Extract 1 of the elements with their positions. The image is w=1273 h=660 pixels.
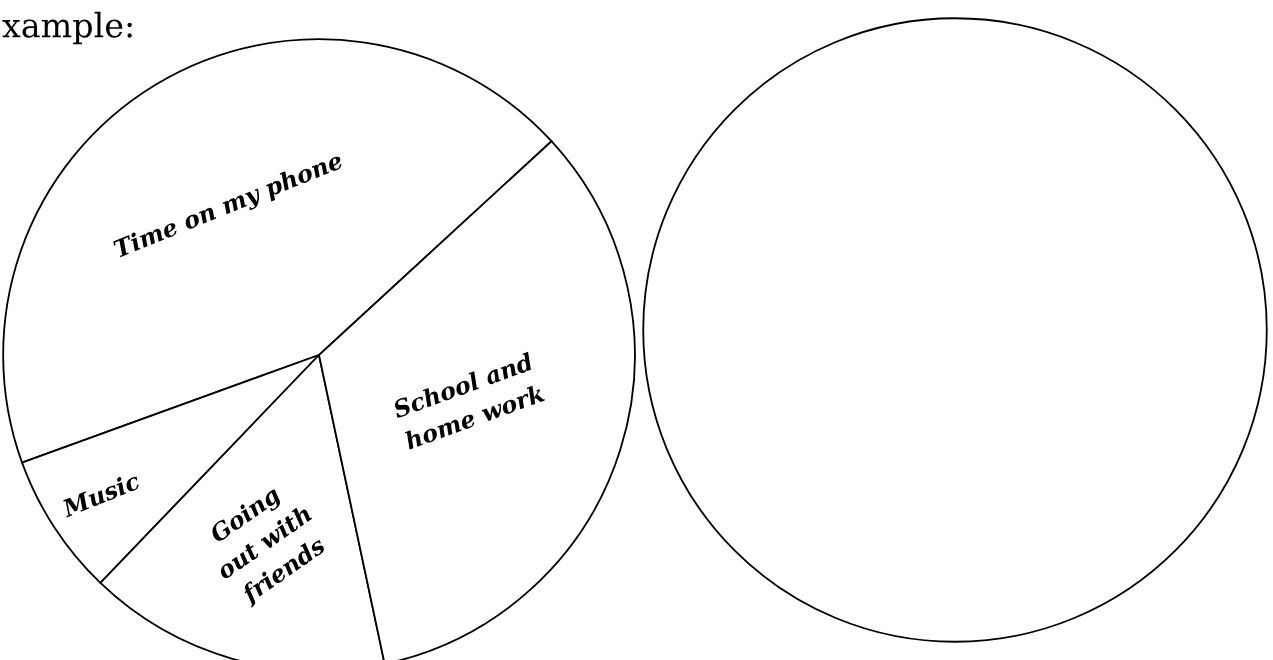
- chart-title: xample:: [2, 11, 132, 45]
